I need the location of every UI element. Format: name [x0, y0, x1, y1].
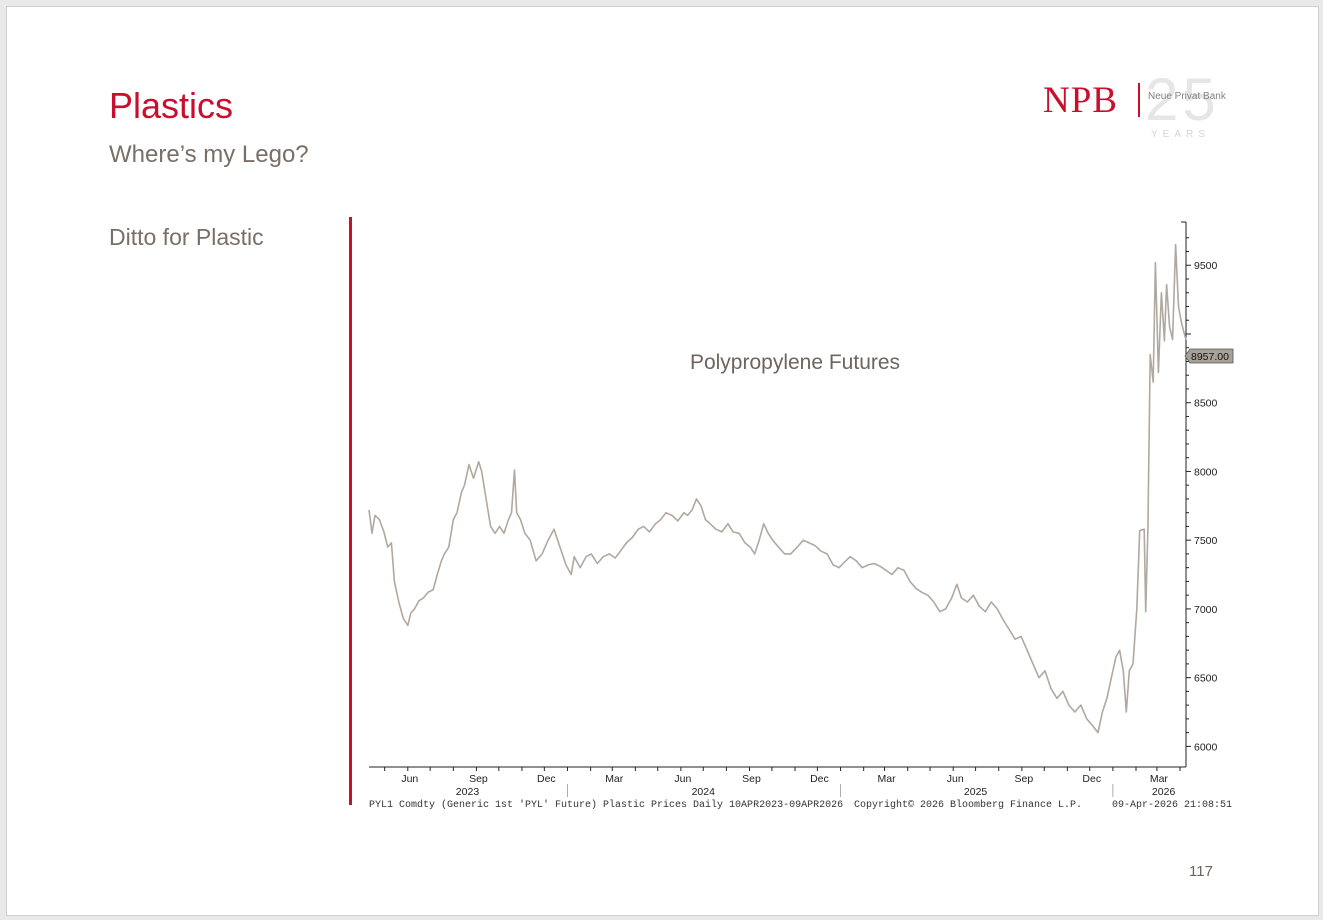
x-tick-label: Jun: [401, 773, 418, 785]
x-year-label: 2024: [692, 786, 716, 798]
logo-separator: [1138, 83, 1140, 117]
y-tick-label: 6000: [1194, 741, 1218, 753]
x-tick-label: Dec: [810, 773, 829, 785]
x-tick-label: Mar: [605, 773, 624, 785]
slide-title: Plastics: [109, 85, 234, 126]
x-tick-label: Mar: [878, 773, 897, 785]
logo-anniversary: 25: [1145, 66, 1220, 133]
x-tick-label: Mar: [1150, 773, 1169, 785]
x-tick-label: Jun: [947, 773, 964, 785]
slide-subtitle: Where’s my Lego?: [109, 141, 309, 168]
logo-years: YEARS: [1151, 129, 1210, 140]
series-line: [368, 243, 1187, 734]
polypropylene-chart: 6000 6500 7000 7500 8000 8500 9500 Jun Sep Dec Mar…: [368, 221, 1234, 811]
x-tick-label: Dec: [1082, 773, 1101, 785]
y-tick-label: 9500: [1194, 260, 1218, 272]
x-year-label: 2026: [1152, 786, 1176, 798]
logo-bank-name: Neue Privat Bank: [1148, 91, 1226, 102]
footer-copyright: Copyright© 2026 Bloomberg Finance L.P.: [854, 799, 1082, 811]
last-value-tag: 8957.00: [1184, 348, 1234, 364]
logo-brand: NPB: [1043, 80, 1118, 121]
chart-title: Polypropylene Futures: [690, 351, 900, 374]
x-year-label: 2025: [964, 786, 988, 798]
accent-bar: [349, 217, 352, 805]
footer-source: PYL1 Comdty (Generic 1st 'PYL' Future) P…: [369, 799, 843, 811]
side-caption: Ditto for Plastic: [109, 224, 264, 250]
footer-timestamp: 09-Apr-2026 21:08:51: [1112, 800, 1232, 811]
slide: Plastics Where’s my Lego? Ditto for Plas…: [6, 6, 1319, 916]
npb-logo: 25 NPB Neue Privat Bank YEARS: [1043, 66, 1233, 143]
x-tick-label: Jun: [674, 773, 691, 785]
y-tick-label: 6500: [1194, 673, 1218, 685]
y-tick-label: 7000: [1194, 604, 1218, 616]
x-tick-label: Sep: [742, 773, 761, 785]
page-number: 117: [1189, 863, 1213, 880]
y-tick-label: 7500: [1194, 535, 1218, 547]
last-value-label: 8957.00: [1191, 351, 1229, 363]
x-tick-label: Dec: [537, 773, 556, 785]
x-tick-label: Sep: [1015, 773, 1034, 785]
y-tick-label: 8000: [1194, 466, 1218, 478]
x-tick-label: Sep: [469, 773, 488, 785]
x-year-label: 2023: [456, 786, 480, 798]
y-tick-label: 8500: [1194, 398, 1218, 410]
